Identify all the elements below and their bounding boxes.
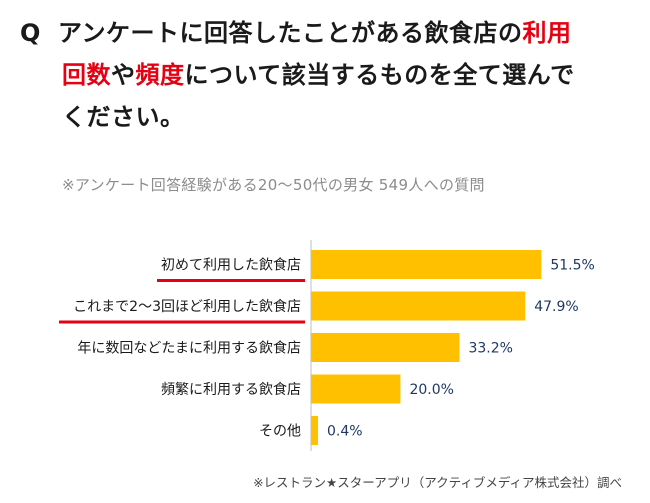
category-label-3: 頻繁に利用する飲食店 — [161, 381, 301, 398]
question-text-3: ください。 — [62, 103, 185, 131]
value-label-0: 51.5% — [550, 258, 594, 274]
question-emphasis-frequency: 頻度 — [135, 61, 185, 89]
value-label-4: 0.4% — [327, 424, 363, 440]
value-label-3: 20.0% — [409, 382, 453, 398]
bar-chart: 初めて利用した飲食店 51.5% これまで2～3回ほど利用した飲食店 47.9% 年に数… — [59, 240, 595, 451]
category-label-2: 年に数回などたまに利用する飲食店 — [77, 340, 301, 357]
category-label-4: その他 — [259, 424, 301, 440]
survey-subtitle: ※アンケート回答経験がある20～50代の男女 549人への質問 — [62, 176, 485, 194]
question-block: Q アンケートに回答したことがある飲食店の利用 回数や頻度について該当するものを全… — [20, 12, 640, 138]
question-emphasis-usage: 利用 — [522, 19, 572, 47]
bar-3 — [311, 374, 401, 404]
question-text-2b: や — [111, 61, 136, 89]
question-text-1a: アンケートに回答したことがある飲食店の — [58, 19, 523, 47]
bar-0 — [311, 250, 542, 279]
category-label-0: 初めて利用した飲食店 — [161, 257, 301, 274]
bar-2 — [311, 333, 460, 362]
question-text-2d: について該当するものを全て選んで — [184, 61, 575, 89]
category-label-1: これまで2～3回ほど利用した飲食店 — [73, 298, 301, 315]
question-mark: Q — [20, 19, 41, 47]
value-label-2: 33.2% — [468, 341, 512, 357]
question-emphasis-count: 回数 — [62, 61, 111, 89]
value-label-1: 47.9% — [534, 299, 578, 315]
question-line-2: 回数や頻度について該当するものを全て選んで — [20, 54, 640, 96]
question-line-1: Q アンケートに回答したことがある飲食店の利用 — [20, 12, 640, 54]
source-footnote: ※レストラン★スターアプリ（アクティブメディア株式会社）調べ — [253, 475, 622, 490]
bar-1 — [311, 291, 526, 321]
question-line-3: ください。 — [20, 96, 640, 138]
bar-4 — [311, 416, 318, 445]
